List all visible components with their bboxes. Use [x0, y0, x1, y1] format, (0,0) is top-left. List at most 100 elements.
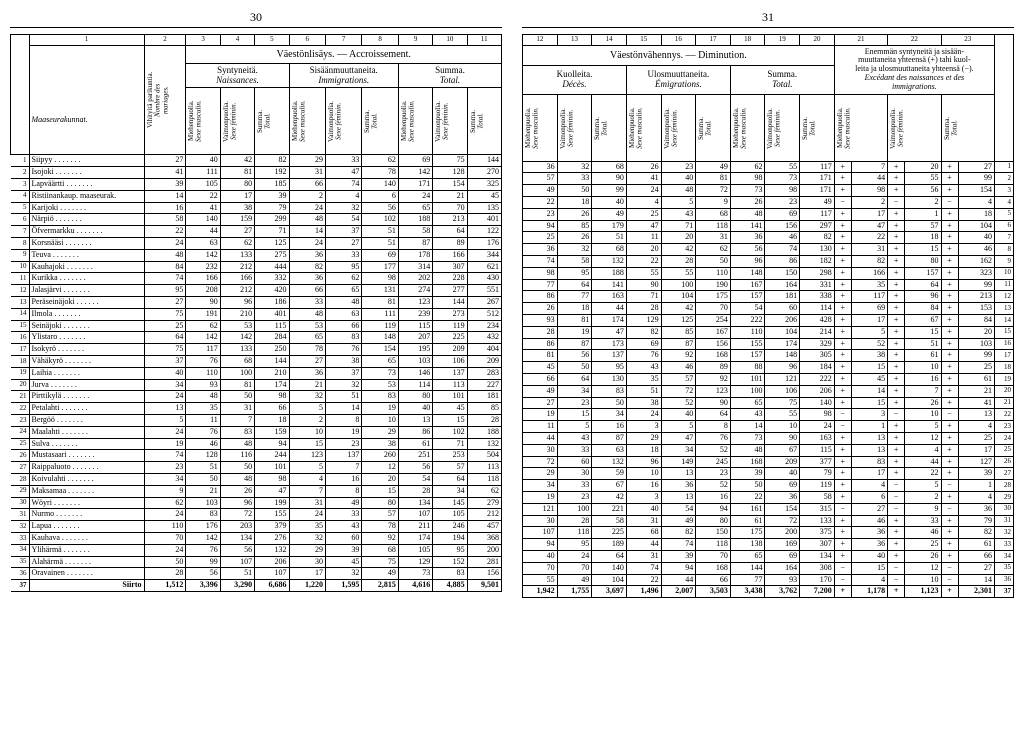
data-cell: 29: [289, 544, 325, 556]
sign-cell: +: [834, 208, 851, 220]
data-cell: 128: [433, 167, 467, 179]
data-cell: 140: [186, 214, 220, 226]
data-cell: 401: [467, 214, 501, 226]
table-row: 5Karijoki . . . . . . .16413879243256657…: [11, 202, 502, 214]
data-cell: 32: [289, 532, 325, 544]
data-cell: 156: [696, 338, 731, 350]
data-cell: 82: [958, 527, 994, 539]
sign-cell: +: [888, 185, 905, 197]
locality-cell: Koivulahti . . . . . . .: [29, 473, 144, 485]
data-cell: 27: [220, 226, 254, 238]
data-cell: 44: [626, 539, 661, 551]
table-row: 1Siipyy . . . . . . .2740428229336269751…: [11, 155, 502, 167]
data-cell: 368: [467, 532, 501, 544]
sign-cell: +: [834, 456, 851, 468]
data-cell: 64: [557, 374, 592, 386]
data-cell: 75: [362, 556, 398, 568]
data-cell: 17: [851, 468, 887, 480]
data-cell: 210: [220, 308, 254, 320]
data-cell: 102: [362, 214, 398, 226]
locality-cell: Peräseinäjoki . . . . . .: [29, 297, 144, 309]
data-cell: 34: [557, 385, 592, 397]
table-row: 191534244064435598−3−10−1322: [523, 409, 1014, 421]
data-cell: 34: [144, 473, 186, 485]
data-cell: 10: [905, 362, 941, 374]
data-cell: 512: [467, 308, 501, 320]
data-cell: 90: [592, 173, 627, 185]
data-cell: 61: [958, 374, 994, 386]
total-header-right: Summa.Total.: [730, 66, 834, 94]
data-cell: 25: [144, 320, 186, 332]
data-cell: 118: [467, 473, 501, 485]
data-cell: 25: [905, 539, 941, 551]
data-cell: 70: [523, 562, 558, 574]
data-cell: 40: [661, 173, 696, 185]
data-cell: 4: [958, 421, 994, 433]
data-cell: 56: [730, 244, 765, 256]
table-row: 19Laihia . . . . . . .401101002103637731…: [11, 367, 502, 379]
sign-cell: +: [834, 232, 851, 244]
data-cell: 43: [325, 521, 361, 533]
data-cell: 121: [523, 503, 558, 515]
data-cell: 48: [289, 214, 325, 226]
data-cell: 51: [592, 232, 627, 244]
sign-cell: +: [888, 433, 905, 445]
data-cell: 153: [958, 303, 994, 315]
emigrations-header: Ulosmuuttaneita.Émigrations.: [626, 66, 730, 94]
locality-cell: Mustasaari . . . . . . .: [29, 450, 144, 462]
data-cell: 57: [523, 173, 558, 185]
sign-cell: +: [888, 385, 905, 397]
table-row: 36Oravainen . . . . . . .285651107173249…: [11, 568, 502, 580]
table-row: 2Isojoki . . . . . . .411118119231477814…: [11, 167, 502, 179]
data-cell: 332: [255, 273, 289, 285]
table-row: 3433671636525069119+4−5−128: [523, 480, 1014, 492]
data-cell: 103: [958, 338, 994, 350]
data-cell: 67: [592, 480, 627, 492]
data-cell: 5: [289, 462, 325, 474]
data-cell: 13: [958, 409, 994, 421]
data-cell: 16: [905, 374, 941, 386]
data-cell: 212: [220, 261, 254, 273]
sign-cell: +: [834, 315, 851, 327]
locality-cell: Korsnääsi . . . . . . .: [29, 238, 144, 250]
data-cell: 379: [255, 521, 289, 533]
data-cell: 168: [696, 562, 731, 574]
data-cell: 64: [905, 279, 941, 291]
data-cell: 19: [362, 403, 398, 415]
data-cell: 88: [730, 362, 765, 374]
births-header: Syntyneitä.Naissances.: [186, 63, 289, 88]
sign-cell: +: [941, 185, 958, 197]
data-cell: 35: [289, 521, 325, 533]
data-cell: 7: [325, 462, 361, 474]
data-cell: 74: [144, 273, 186, 285]
sign-cell: +: [941, 397, 958, 409]
data-cell: 18: [958, 208, 994, 220]
data-cell: 25: [958, 433, 994, 445]
data-cell: 34: [661, 444, 696, 456]
data-cell: 4: [851, 574, 887, 586]
table-row: 13Peräseinäjoki . . . . . . 279096186334…: [11, 297, 502, 309]
data-cell: 77: [523, 279, 558, 291]
data-cell: 181: [765, 291, 800, 303]
data-cell: 81: [220, 167, 254, 179]
data-cell: 114: [398, 379, 432, 391]
data-cell: 80: [362, 497, 398, 509]
data-cell: 221: [592, 503, 627, 515]
data-cell: 62: [325, 273, 361, 285]
table-row: 11Kurikka . . . . . . .74166166332366298…: [11, 273, 502, 285]
data-cell: 73: [730, 433, 765, 445]
data-cell: 45: [523, 362, 558, 374]
data-cell: 86: [523, 291, 558, 303]
data-cell: 26: [523, 303, 558, 315]
data-cell: 28: [661, 256, 696, 268]
sign-cell: −: [888, 409, 905, 421]
sign-cell: +: [834, 161, 851, 173]
data-cell: 27: [958, 562, 994, 574]
data-cell: 401: [255, 308, 289, 320]
data-cell: 22: [626, 574, 661, 586]
data-cell: 155: [730, 338, 765, 350]
data-cell: 150: [696, 527, 731, 539]
data-cell: 157: [905, 267, 941, 279]
data-cell: 68: [696, 208, 731, 220]
data-cell: 281: [467, 556, 501, 568]
